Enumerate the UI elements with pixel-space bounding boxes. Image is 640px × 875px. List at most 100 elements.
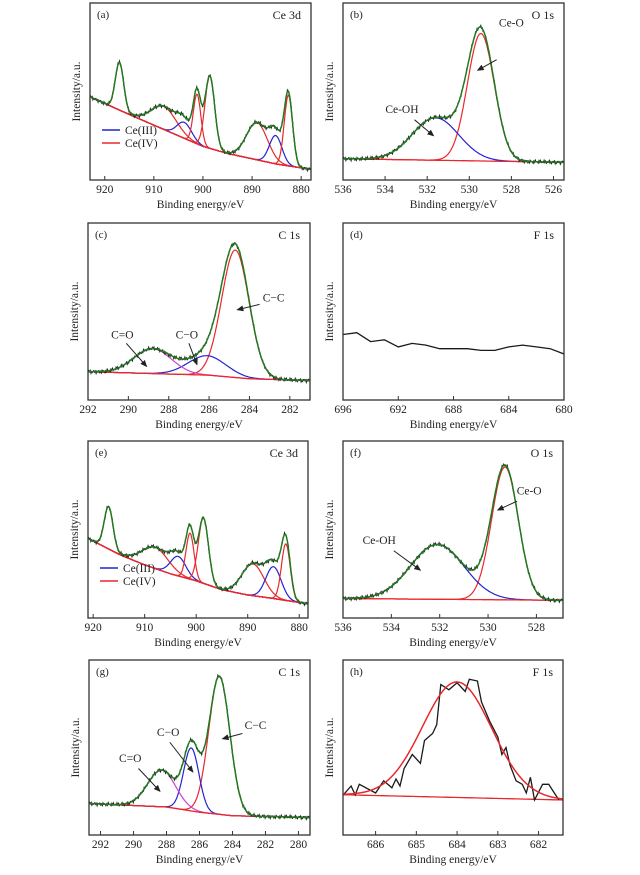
y-axis-label: Intensity/a.u.	[71, 61, 83, 121]
plot-frame	[342, 2, 565, 181]
annotation-label: C−O	[176, 330, 198, 342]
element-label: F 1s	[534, 228, 555, 242]
envelope-fit-line	[89, 675, 310, 819]
x-tick-label: 284	[224, 839, 242, 851]
x-axis-label: Binding energy/eV	[157, 199, 245, 211]
plot-frame	[87, 222, 311, 401]
envelope-fit-line	[343, 464, 563, 601]
legend-label: Ce(IV)	[125, 138, 158, 150]
x-tick-label: 280	[290, 839, 308, 851]
annotation-arrow	[476, 59, 497, 71]
component-peak-c-c-0	[89, 675, 310, 819]
plot-frame	[89, 2, 312, 181]
x-tick-label: 680	[555, 404, 573, 416]
x-tick-label: 920	[85, 622, 103, 634]
panel-e: 920 910 900 890 880 Binding energy/eV Intensit…	[69, 440, 309, 649]
x-tick-label: 292	[92, 839, 110, 851]
x-tick-label: 286	[200, 404, 218, 416]
y-axis-label: Intensity/a.u.	[69, 281, 81, 341]
y-axis-label: Intensity/a.u.	[324, 499, 336, 559]
panel-g: 292 290 288 286 284 282 280 Binding energy/eV In…	[70, 659, 311, 866]
annotation-arrow	[236, 303, 260, 312]
x-axis-label: Binding energy/eV	[410, 419, 498, 431]
background-line	[89, 802, 310, 819]
envelope-fit-line	[343, 26, 564, 163]
panel-h: 686 685 684 683 682 Binding energy/eV Intensit…	[324, 659, 564, 866]
panel-a: 920 910 900 890 880 Binding energy/eV Intensit…	[71, 2, 312, 211]
envelope-fit-line	[88, 505, 308, 605]
x-axis-label: Binding energy/eV	[409, 854, 497, 866]
x-axis-label: Binding energy/eV	[409, 637, 497, 649]
plot-frame	[342, 440, 564, 619]
x-tick-label: 688	[445, 404, 463, 416]
panel-label: (d)	[350, 229, 363, 241]
x-tick-label: 880	[291, 622, 309, 634]
plot-area	[343, 678, 563, 802]
panel-label: (c)	[95, 229, 108, 241]
x-tick-label: 900	[194, 184, 212, 196]
x-axis-label: Binding energy/eV	[410, 199, 498, 211]
plot-area	[88, 242, 310, 385]
panel-c: 292 290 288 286 284 282 Binding energy/eV Inten…	[69, 222, 311, 431]
x-tick-label: 683	[489, 839, 507, 851]
x-tick-label: 880	[293, 184, 311, 196]
x-tick-label: 682	[530, 839, 548, 851]
component-peak-ce-o-0	[343, 32, 564, 163]
annotation-label: C−O	[157, 727, 179, 739]
annotation-label: Ce-OH	[363, 535, 396, 547]
legend-label: Ce(III)	[123, 563, 155, 575]
x-tick-label: 290	[125, 839, 143, 851]
y-axis-label: Intensity/a.u.	[324, 61, 336, 121]
y-axis-label: Intensity/a.u.	[324, 717, 336, 777]
x-tick-label: 910	[145, 184, 163, 196]
x-tick-label: 536	[334, 622, 352, 634]
raw-data-line	[88, 242, 310, 385]
raw-data-line	[343, 332, 564, 355]
plot-area	[88, 505, 308, 607]
annotation-arrow	[188, 343, 198, 366]
envelope-fit-line	[88, 242, 310, 382]
x-tick-label: 530	[479, 622, 497, 634]
raw-data-line	[343, 678, 560, 802]
y-axis-label: Intensity/a.u.	[69, 499, 81, 559]
plot-area	[343, 332, 564, 355]
panel-b: 536 534 532 530 528 526 Binding energy/eV Inten…	[324, 2, 565, 211]
x-tick-label: 526	[545, 184, 563, 196]
x-tick-label: 900	[188, 622, 206, 634]
x-tick-label: 685	[408, 839, 426, 851]
x-tick-label: 292	[79, 404, 97, 416]
x-tick-label: 536	[334, 184, 352, 196]
background-line	[343, 794, 563, 801]
panel-label: (g)	[96, 666, 109, 678]
legend-label: Ce(III)	[125, 125, 157, 137]
annotation-label: Ce-O	[517, 486, 542, 498]
x-tick-label: 696	[334, 404, 352, 416]
element-label: Ce 3d	[273, 8, 301, 22]
element-label: O 1s	[531, 446, 554, 460]
plot-area	[343, 462, 563, 604]
element-label: C 1s	[278, 228, 300, 242]
x-tick-label: 290	[120, 404, 138, 416]
x-tick-label: 532	[431, 622, 449, 634]
envelope-fit-line	[90, 61, 311, 171]
plot-area	[90, 59, 311, 173]
element-label: F 1s	[533, 665, 554, 679]
legend-label: Ce(IV)	[123, 576, 156, 588]
x-tick-label: 282	[281, 404, 299, 416]
x-tick-label: 686	[367, 839, 385, 851]
annotation-arrow	[138, 768, 161, 792]
x-tick-label: 534	[383, 622, 401, 634]
x-tick-label: 286	[191, 839, 209, 851]
background-line	[343, 597, 563, 601]
plot-frame	[342, 659, 564, 836]
x-tick-label: 288	[158, 839, 176, 851]
annotation-label: C−C	[263, 292, 285, 304]
panel-d: 696 692 688 684 680 Binding energy/eV Intensit…	[324, 222, 573, 431]
plot-frame	[342, 222, 565, 401]
raw-data-line	[89, 673, 310, 822]
y-axis-label: Intensity/a.u.	[70, 717, 82, 777]
x-axis-label: Binding energy/eV	[155, 419, 243, 431]
y-axis-label: Intensity/a.u.	[324, 281, 336, 341]
panel-label: (b)	[350, 9, 363, 21]
